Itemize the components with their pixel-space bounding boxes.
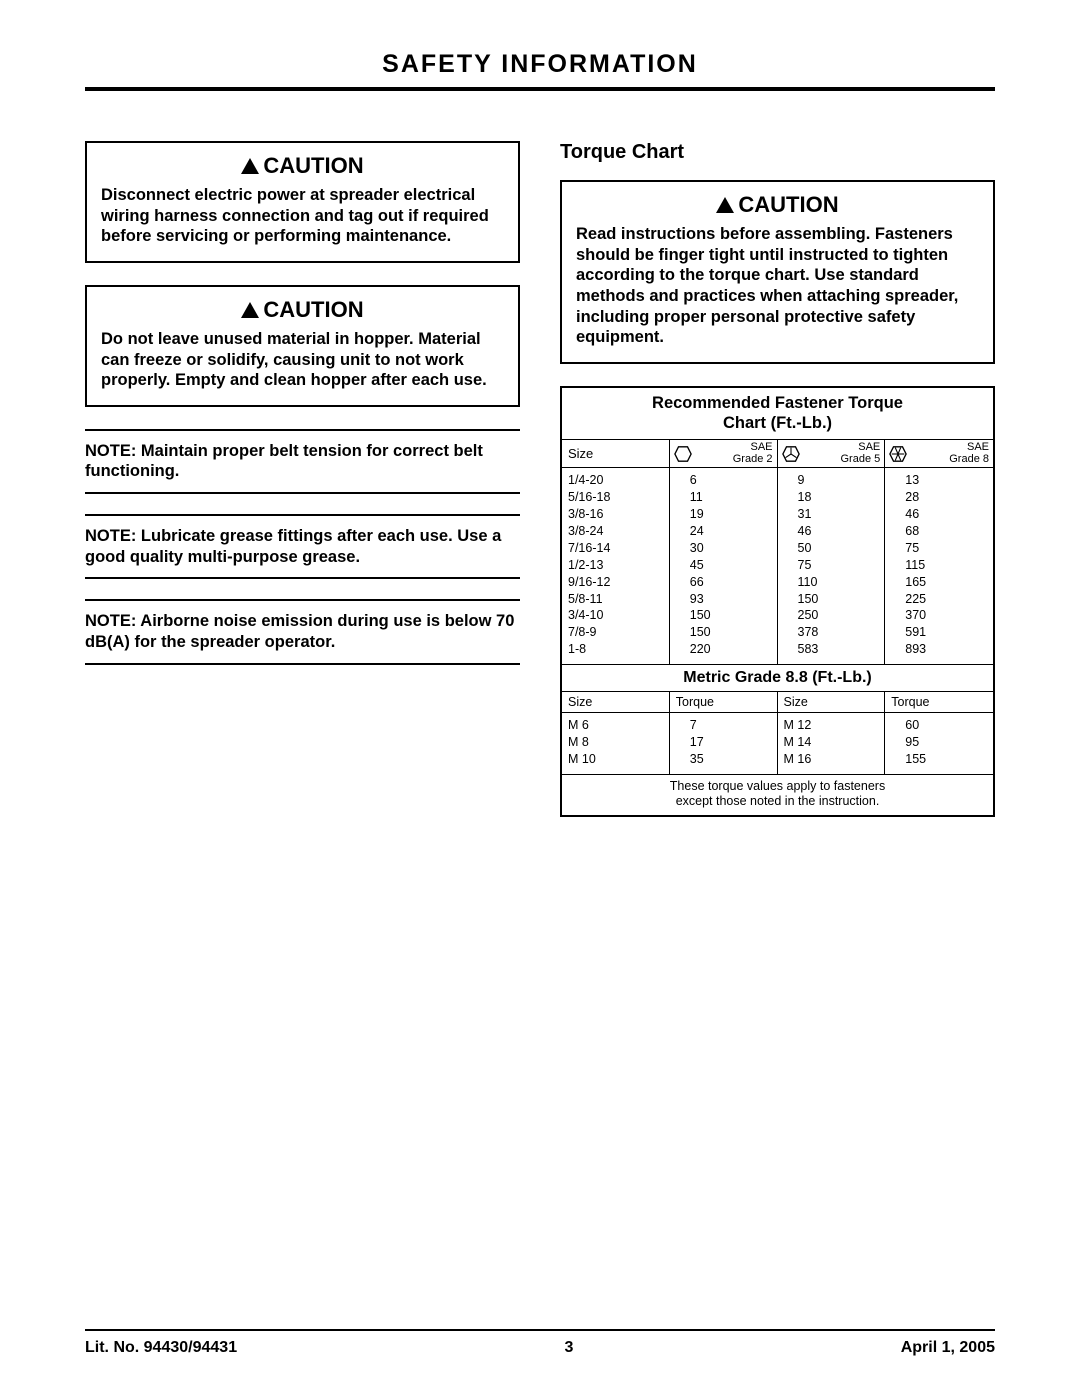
left-column: CAUTION Disconnect electric power at spr… [85,141,520,1329]
page-title: SAFETY INFORMATION [85,50,995,91]
header-grade2: SAEGrade 2 [670,440,778,467]
torque-table-title: Recommended Fastener Torque Chart (Ft.-L… [562,388,993,441]
caution-title-3: CAUTION [576,192,979,218]
caution-box-2: CAUTION Do not leave unused material in … [85,285,520,407]
metric-body-row: M 6M 8M 10 71735 M 12M 14M 16 6095155 [562,713,993,775]
footnote-line2: except those noted in the instruction. [676,794,880,808]
warning-icon [716,197,734,213]
grade8-label: SAEGrade 8 [910,442,989,465]
col-grade2: 611192430456693150150220 [670,468,778,664]
table-title-line1: Recommended Fastener Torque [652,394,903,412]
grade5-label: SAEGrade 5 [803,442,881,465]
caution-label: CAUTION [263,297,363,322]
footer-left: Lit. No. 94430/94431 [85,1339,237,1357]
mcol-t2: 6095155 [885,713,993,774]
grade2-label: SAEGrade 2 [695,442,773,465]
col-grade8: 1328466875115165225370591893 [885,468,993,664]
note-3: NOTE: Airborne noise emission during use… [85,599,520,664]
torque-footnote: These torque values apply to fasteners e… [562,775,993,815]
caution-box-1: CAUTION Disconnect electric power at spr… [85,141,520,263]
torque-table: Recommended Fastener Torque Chart (Ft.-L… [560,386,995,817]
caution-label: CAUTION [263,153,363,178]
caution-body-3: Read instructions before assembling. Fas… [576,224,979,348]
mh-size1: Size [562,692,670,712]
torque-body-row: 1/4-205/16-183/8-163/8-247/16-141/2-139/… [562,468,993,665]
hex-icon-grade5 [782,445,800,463]
footer-page-number: 3 [564,1339,573,1357]
header-grade8: SAEGrade 8 [885,440,993,467]
caution-label: CAUTION [738,192,838,217]
hex-icon-grade8 [889,445,907,463]
caution-body-2: Do not leave unused material in hopper. … [101,329,504,391]
caution-title-2: CAUTION [101,297,504,323]
mcol-s2: M 12M 14M 16 [778,713,886,774]
table-title-line2: Chart (Ft.-Lb.) [723,414,832,432]
mh-size2: Size [778,692,886,712]
warning-icon [241,158,259,174]
footnote-line1: These torque values apply to fasteners [670,779,885,793]
torque-chart-heading: Torque Chart [560,141,995,164]
mcol-s1: M 6M 8M 10 [562,713,670,774]
mh-torque2: Torque [885,692,993,712]
torque-header-row: Size SAEGrade 2 SAEGrade 5 SAEGrade 8 [562,440,993,468]
metric-header-row: Size Torque Size Torque [562,692,993,713]
header-size: Size [562,440,670,467]
hex-icon-grade2 [674,445,692,463]
metric-subtitle: Metric Grade 8.8 (Ft.-Lb.) [562,665,993,692]
header-grade5: SAEGrade 5 [778,440,886,467]
footer-date: April 1, 2005 [901,1339,995,1357]
col-grade5: 91831465075110150250378583 [778,468,886,664]
note-2: NOTE: Lubricate grease fittings after ea… [85,514,520,579]
col-sizes: 1/4-205/16-183/8-163/8-247/16-141/2-139/… [562,468,670,664]
caution-body-1: Disconnect electric power at spreader el… [101,185,504,247]
caution-box-3: CAUTION Read instructions before assembl… [560,180,995,364]
mcol-t1: 71735 [670,713,778,774]
page-footer: Lit. No. 94430/94431 3 April 1, 2005 [85,1329,995,1357]
mh-torque1: Torque [670,692,778,712]
note-1: NOTE: Maintain proper belt tension for c… [85,429,520,494]
page-root: SAFETY INFORMATION CAUTION Disconnect el… [0,0,1080,1397]
warning-icon [241,302,259,318]
content-columns: CAUTION Disconnect electric power at spr… [85,141,995,1329]
right-column: Torque Chart CAUTION Read instructions b… [560,141,995,1329]
caution-title-1: CAUTION [101,153,504,179]
